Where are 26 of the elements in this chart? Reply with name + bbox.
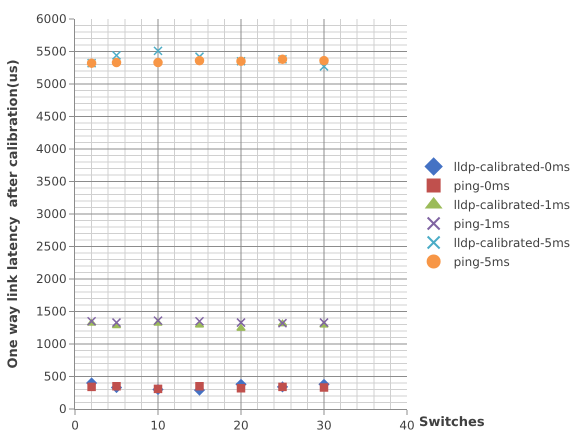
legend-label: ping-0ms (454, 179, 510, 194)
legend-label: lldp-calibrated-1ms (454, 198, 570, 212)
y-tick-label: 3000 (36, 207, 67, 222)
y-tick-label: 5500 (36, 44, 67, 59)
x-tick-label: 20 (233, 418, 249, 432)
y-tick-label: 4500 (36, 110, 67, 124)
legend-label: ping-5ms (454, 255, 510, 270)
y-tick-label: 4000 (36, 142, 67, 156)
y-tick-label: 0 (58, 402, 67, 416)
y-tick-label: 6000 (36, 12, 67, 26)
y-tick-label: 2500 (36, 240, 67, 254)
y-tick-label: 500 (44, 370, 67, 384)
legend-label: ping-1ms (454, 217, 510, 232)
x-tick-label: 10 (150, 418, 166, 432)
y-axis-title: One way link latency after calibration(us) (6, 59, 22, 369)
x-axis-title: Switches (419, 415, 485, 430)
x-tick-label: 40 (399, 418, 415, 432)
y-tick-label: 2000 (36, 272, 67, 286)
legend-label: lldp-calibrated-5ms (454, 236, 570, 250)
x-tick-label: 0 (71, 418, 79, 432)
y-tick-label: 1000 (36, 337, 67, 352)
y-tick-label: 5000 (36, 77, 67, 92)
legend-label: lldp-calibrated-0ms (454, 160, 570, 174)
y-tick-label: 1500 (36, 304, 67, 319)
y-tick-label: 3500 (36, 174, 67, 189)
x-tick-label: 30 (316, 418, 332, 432)
